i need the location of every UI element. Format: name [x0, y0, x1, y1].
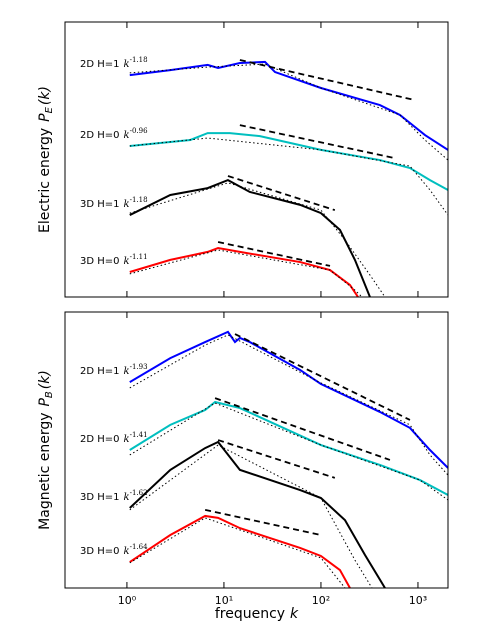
curve-annotation: 2D H=0 k-1.41 — [80, 431, 148, 445]
annotation-exponent: -1.41 — [130, 431, 148, 439]
plot-area — [129, 59, 448, 297]
y-label-sub: E — [44, 106, 55, 113]
spectrum-line — [227, 175, 336, 211]
annotation-exponent: -1.18 — [130, 196, 148, 204]
annotation-base: k — [124, 130, 130, 141]
spectrum-line — [129, 444, 373, 588]
y-axis-label: Magnetic energy PB (k) — [37, 370, 55, 530]
spectrum-line — [204, 509, 322, 536]
spectrum-line — [239, 59, 416, 101]
y-axis-label: Electric energy PE(k) — [37, 86, 55, 233]
x-tick-label: 10² — [312, 594, 330, 607]
axes-frame — [64, 21, 449, 298]
y-label-text: Magnetic energy — [37, 413, 53, 530]
annotation-text: 2D H=0 — [80, 130, 120, 141]
annotation-text: 2D H=1 — [80, 366, 120, 377]
x-tick-label: 10⁰ — [118, 594, 137, 607]
spectrum-line — [129, 517, 346, 588]
annotation-base: k — [124, 492, 130, 503]
annotation-exponent: -0.96 — [130, 127, 148, 135]
spectrum-line — [129, 334, 448, 476]
x-tick-label: 10³ — [409, 594, 427, 607]
curve-annotation: 3D H=1 k-1.18 — [80, 196, 148, 210]
annotation-base: k — [124, 256, 130, 267]
annotation-text: 3D H=0 — [80, 256, 120, 267]
annotation-text: 2D H=1 — [80, 59, 120, 70]
annotation-exponent: -1.18 — [130, 56, 148, 64]
annotation-text: 3D H=1 — [80, 199, 120, 210]
annotation-text: 3D H=0 — [80, 546, 120, 557]
curve-annotation: 3D H=0 k-1.11 — [80, 253, 148, 267]
x-label-text: frequency — [215, 606, 285, 622]
spectrum-line — [129, 249, 363, 297]
y-label-sub: B — [44, 391, 55, 398]
y-label-symbol: P — [37, 398, 53, 407]
spectrum-line — [129, 440, 386, 588]
annotation-base: k — [124, 434, 130, 445]
spectrum-line — [129, 60, 448, 151]
y-label-arg: (k) — [37, 370, 53, 389]
spectrum-line — [129, 514, 351, 588]
y-label-arg: (k) — [37, 86, 53, 105]
spectrum-line — [129, 330, 448, 469]
annotation-exponent: -1.93 — [130, 363, 148, 371]
spectrum-line — [214, 397, 391, 461]
spectrum-line — [129, 132, 448, 191]
curve-annotation: 3D H=0 k-1.64 — [80, 543, 148, 557]
annotation-exponent: -1.62 — [130, 489, 148, 497]
curve-annotation: 2D H=1 k-1.93 — [80, 363, 148, 377]
x-label-symbol: k — [290, 606, 299, 622]
annotation-base: k — [124, 546, 130, 557]
annotation-text: 3D H=1 — [80, 492, 120, 503]
spectrum-line — [129, 137, 448, 216]
y-label-symbol: P — [37, 113, 53, 122]
annotation-text: 2D H=0 — [80, 434, 120, 445]
spectrum-line — [129, 182, 386, 297]
plot-area — [129, 330, 448, 588]
spectrum-line — [129, 179, 371, 297]
x-tick-label: 10¹ — [215, 594, 233, 607]
spectrum-line — [217, 241, 331, 267]
spectrum-line — [129, 63, 448, 161]
x-axis-label: frequency k — [215, 606, 299, 622]
annotation-base: k — [124, 199, 130, 210]
spectrum-line — [234, 333, 411, 421]
axes-frame — [64, 311, 449, 589]
annotation-base: k — [124, 59, 130, 70]
curve-annotation: 3D H=1 k-1.62 — [80, 489, 148, 503]
curve-annotation: 2D H=0 k-0.96 — [80, 127, 148, 141]
annotation-base: k — [124, 366, 130, 377]
annotation-exponent: -1.64 — [130, 543, 148, 551]
y-label-text: Electric energy — [37, 128, 53, 233]
spectrum-line — [239, 124, 396, 160]
spectrum-line — [217, 439, 336, 479]
spectrum-line — [129, 247, 359, 297]
annotation-exponent: -1.11 — [130, 253, 148, 261]
curve-annotation: 2D H=1 k-1.18 — [80, 56, 148, 70]
